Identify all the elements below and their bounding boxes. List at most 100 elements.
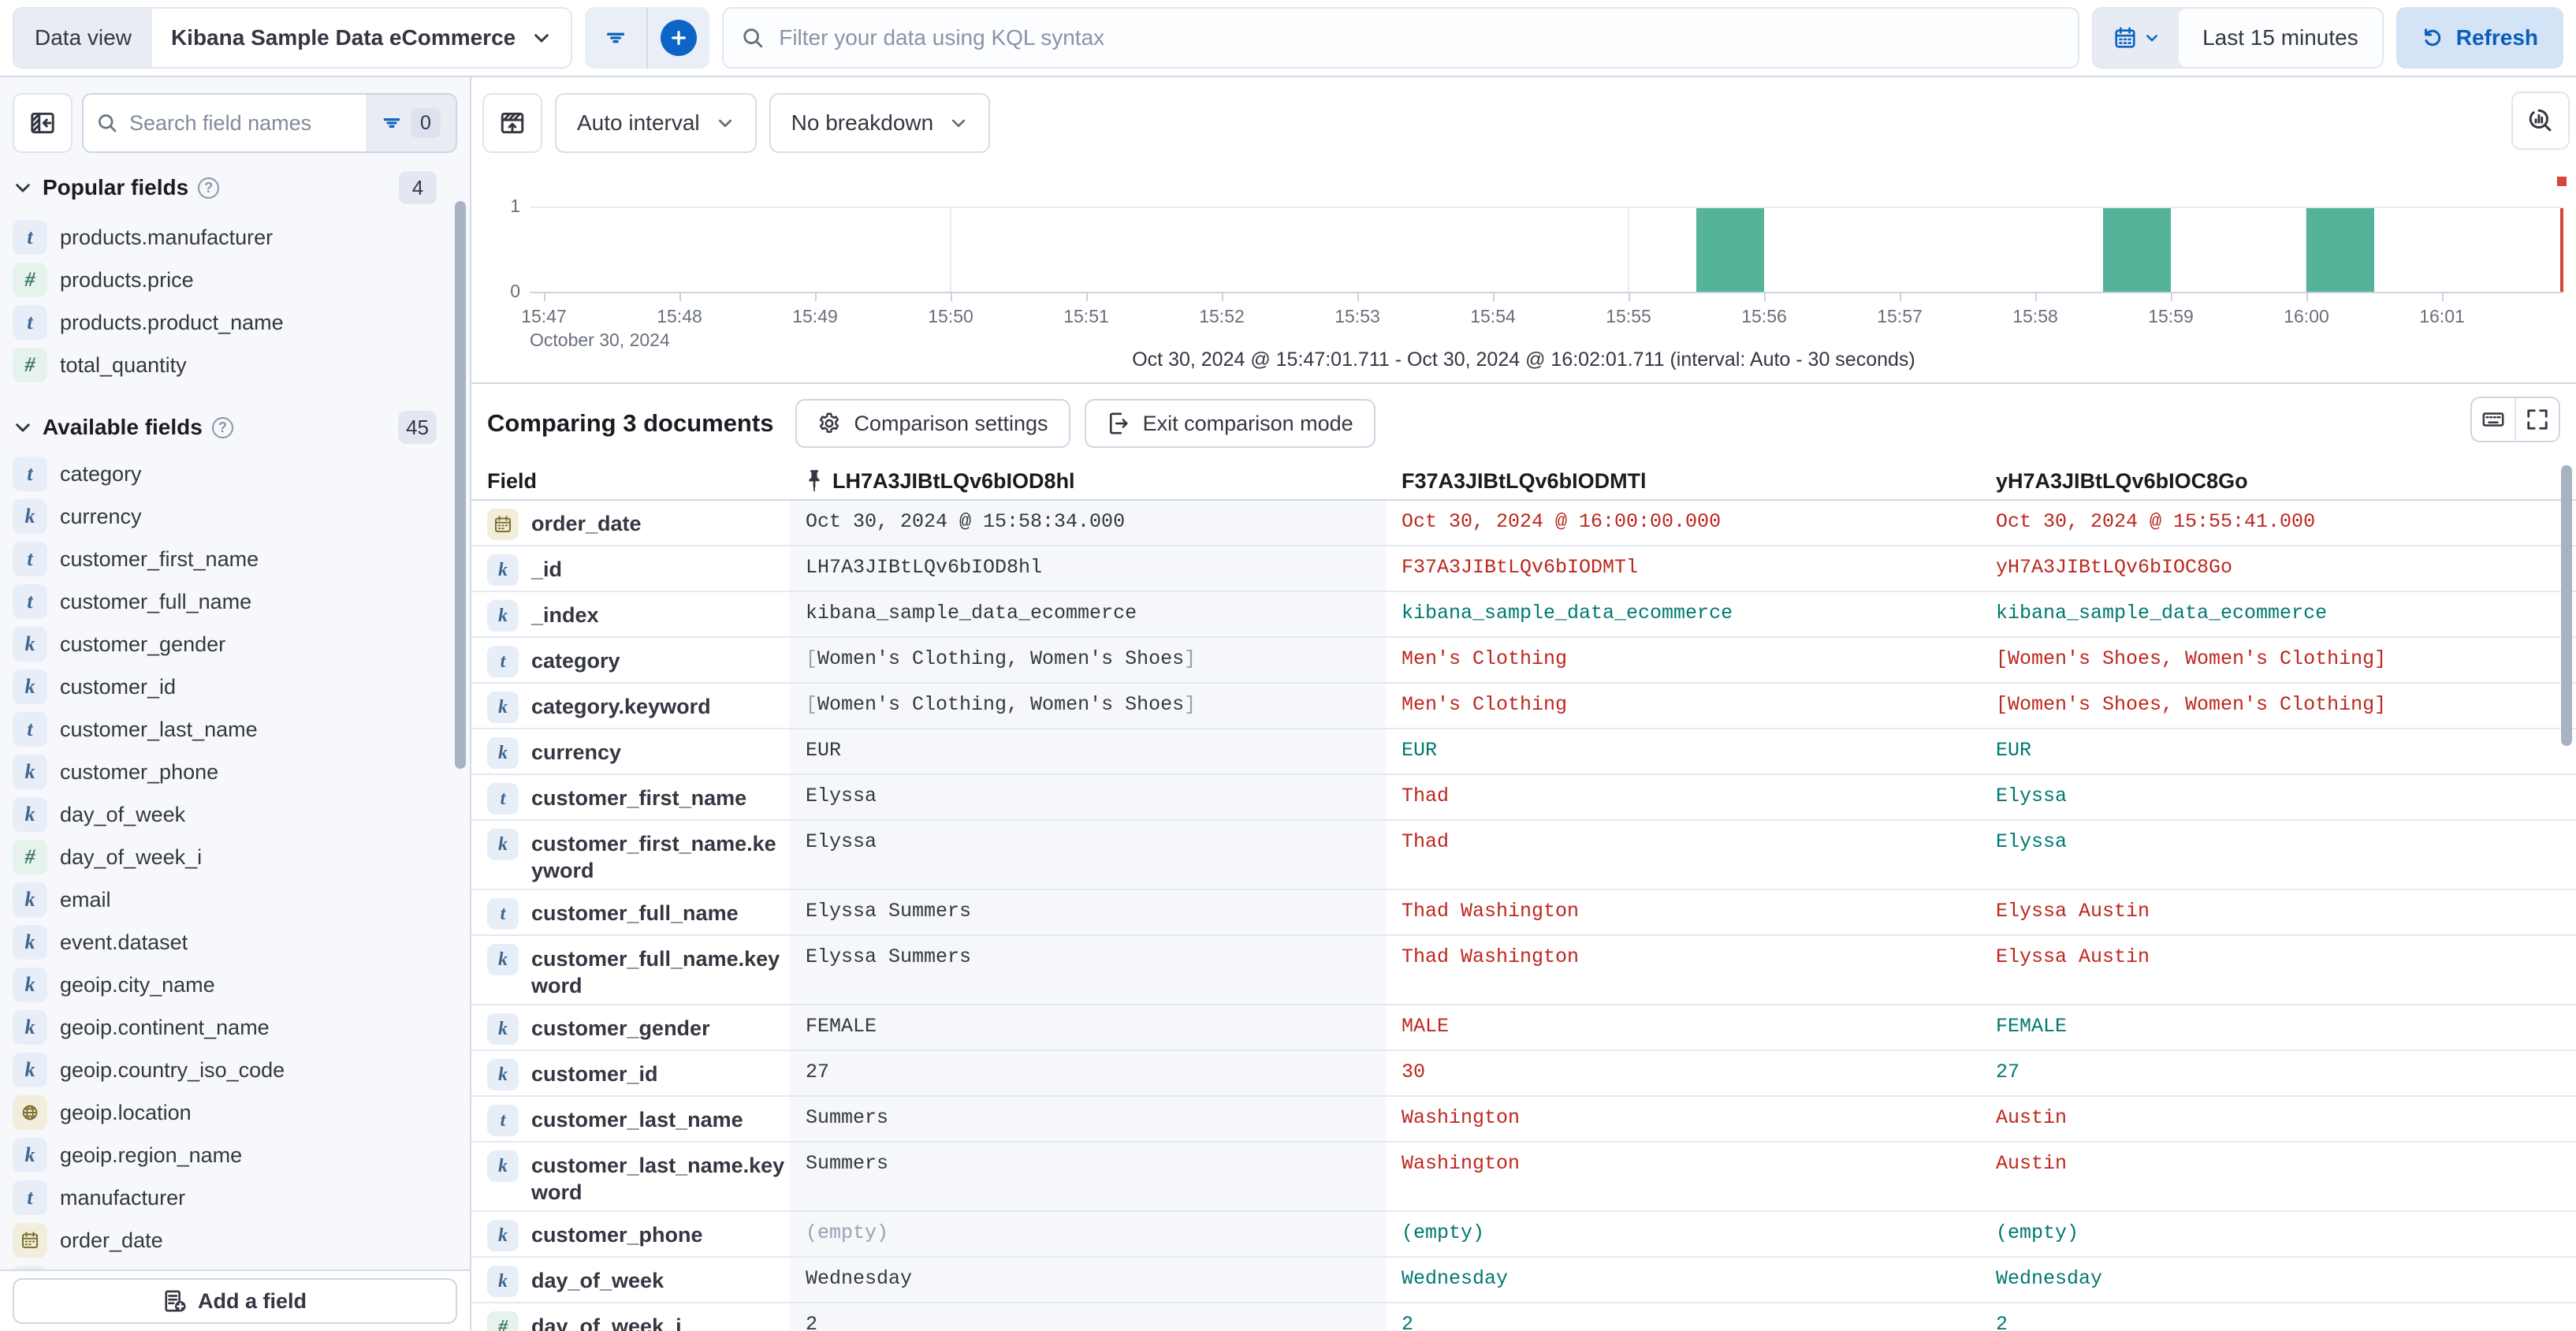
sidebar-field-item[interactable]: k geoip.country_iso_code [0,1049,470,1091]
sidebar-field-item[interactable]: k day_of_week [0,793,470,836]
field-filter-button[interactable]: 0 [366,95,456,151]
refresh-button[interactable]: Refresh [2395,7,2563,69]
data-view-picker[interactable]: Data view Kibana Sample Data eCommerce [13,7,573,69]
add-filter-button[interactable] [648,7,709,69]
field-type-icon: t [13,584,47,619]
base-value-cell: Elyssa [790,821,1386,889]
filter-menu-button[interactable] [585,7,646,69]
sidebar-field-item[interactable]: t manufacturer [0,1176,470,1219]
histogram-bar[interactable] [2306,208,2374,292]
chart-gridline [950,208,951,292]
sidebar-field-item[interactable]: t customer_first_name [0,538,470,580]
x-axis-tick-label: 15:59 [2148,306,2194,326]
table-row: order_date Oct 30, 2024 @ 15:58:34.000 O… [471,501,2576,546]
kql-search-input[interactable]: Filter your data using KQL syntax [722,7,2080,69]
add-field-button[interactable]: Add a field [13,1278,457,1324]
sidebar-field-item[interactable]: order_date [0,1219,470,1262]
sidebar-field-item[interactable]: k currency [0,495,470,538]
chevron-down-icon [952,119,966,128]
sidebar-field-item[interactable]: # total_quantity [0,344,470,386]
comparison-settings-button[interactable]: Comparison settings [795,399,1070,448]
sidebar-field-item[interactable]: k customer_phone [0,751,470,793]
field-search-input[interactable]: Search field names [129,110,312,135]
field-cell: t customer_last_name [471,1097,790,1141]
field-type-icon: k [487,554,519,586]
field-name: products.product_name [60,310,284,334]
collapse-sidebar-button[interactable] [13,93,73,153]
sidebar-field-item[interactable]: k customer_id [0,666,470,708]
field-type-icon: t [487,1105,519,1136]
exit-comparison-button[interactable]: Exit comparison mode [1084,399,1375,448]
comparison-value-cell: EUR [1402,739,1438,762]
sidebar-field-item[interactable]: k geoip.city_name [0,964,470,1006]
sidebar-field-item[interactable]: k geoip.region_name [0,1134,470,1176]
field-cell: order_date [471,501,790,545]
x-axis-tick [951,293,952,301]
table-row: # day_of_week_i 2 2 2 [471,1303,2576,1331]
sidebar-field-item[interactable]: k geoip.continent_name [0,1006,470,1049]
x-axis-tick-label: 16:01 [2419,306,2465,326]
sidebar-field-item[interactable]: # day_of_week_i [0,836,470,878]
field-name: customer_id [531,1062,658,1086]
field-type-icon: k [13,499,47,534]
comparison-value-cell: [Women's Shoes, Women's Clothing] [1996,647,2387,670]
comparison-value-cell: Thad [1402,785,1450,807]
x-axis-tick [544,293,545,301]
field-name: category.keyword [531,695,711,718]
field-cell: k day_of_week [471,1258,790,1302]
field-type-icon [13,1095,47,1130]
data-view-value[interactable]: Kibana Sample Data eCommerce [151,9,571,67]
x-axis-tick-label: 15:47 [521,306,567,326]
sidebar-field-item[interactable]: t category [0,453,470,495]
sidebar-field-item[interactable]: t customer_last_name [0,708,470,751]
sidebar-field-item[interactable]: t products.manufacturer [0,216,470,259]
base-value-cell: FEMALE [790,1005,1386,1050]
x-axis-tick [1222,293,1223,301]
doc-column-header-pinned: LH7A3JIBtLQv6bIOD8hl [790,468,1386,494]
sidebar-field-item[interactable]: # products.price [0,259,470,301]
fullscreen-button[interactable] [2516,398,2559,441]
field-type-icon: k [487,737,519,769]
field-name: customer_first_name [60,546,259,571]
histogram-plot[interactable] [530,177,2567,301]
histogram-bar[interactable] [1696,208,1764,292]
sidebar-field-item[interactable]: k email [0,878,470,921]
sidebar-field-item[interactable]: k customer_gender [0,623,470,666]
field-type-icon: t [13,305,47,340]
divider [646,7,649,69]
pin-icon [809,470,820,492]
field-name: geoip.continent_name [60,1015,270,1039]
refresh-icon [2424,28,2440,47]
sidebar-field-item[interactable]: t products.product_name [0,301,470,344]
date-picker-menu-button[interactable] [2094,9,2179,67]
collapse-sidebar-icon [31,112,54,134]
field-type-icon: k [487,692,519,723]
comparison-value-cell: Wednesday [1402,1267,1509,1290]
available-fields-header[interactable]: Available fields ? 45 [0,408,470,446]
comparison-value-cell: FEMALE [1996,1015,2068,1038]
histogram-bar[interactable] [2103,208,2171,292]
comparison-value-cell: Thad [1402,830,1450,853]
explore-in-lens-button[interactable] [2511,91,2570,150]
base-value-cell: 2 [790,1303,1386,1331]
sidebar-field-item[interactable]: k event.dataset [0,921,470,964]
sidebar-field-item[interactable]: t customer_full_name [0,580,470,623]
interval-dropdown[interactable]: Auto interval [555,93,757,153]
field-type-icon: k [487,829,519,860]
table-scrollbar[interactable] [2561,465,2572,746]
sidebar-scrollbar[interactable] [455,201,466,769]
sidebar-field-item[interactable]: geoip.location [0,1091,470,1134]
table-row: k _index kibana_sample_data_ecommerce ki… [471,592,2576,638]
base-value-cell: 27 [790,1051,1386,1095]
hide-chart-button[interactable] [482,93,542,153]
time-range-end-square [2557,177,2567,186]
time-range-button[interactable]: Last 15 minutes [2179,9,2382,67]
sidebar-field-item[interactable]: k [0,1262,470,1269]
table-row: k _id LH7A3JIBtLQv6bIOD8hl F37A3JIBtLQv6… [471,546,2576,592]
field-cell: k customer_first_name.keyword [471,821,790,889]
x-axis-tick [679,293,681,301]
keyboard-shortcuts-button[interactable] [2472,398,2515,441]
breakdown-dropdown[interactable]: No breakdown [769,93,991,153]
x-axis-tick [2035,293,2037,301]
popular-fields-header[interactable]: Popular fields ? 4 [0,169,470,207]
